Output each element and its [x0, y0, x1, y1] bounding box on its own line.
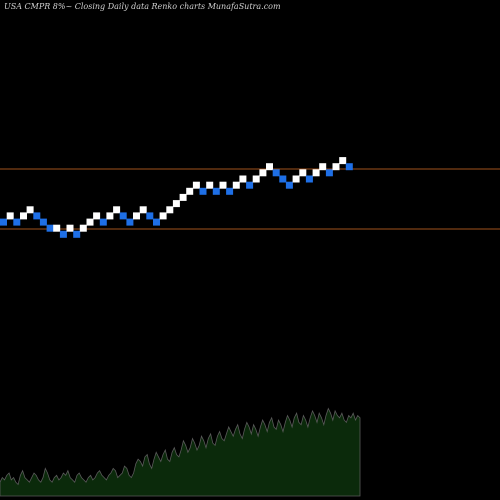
renko-brick: [172, 200, 180, 208]
renko-brick: [146, 212, 154, 220]
renko-brick: [73, 230, 81, 238]
renko-brick: [119, 212, 127, 220]
renko-brick: [285, 181, 293, 189]
renko-brick: [325, 169, 333, 177]
renko-brick: [252, 175, 260, 183]
renko-brick: [86, 218, 94, 226]
renko-brick: [186, 187, 194, 195]
renko-brick: [133, 212, 140, 220]
renko-brick: [159, 212, 167, 220]
renko-brick: [26, 206, 34, 214]
renko-brick: [292, 175, 300, 183]
renko-brick: [259, 169, 267, 177]
renko-brick: [192, 181, 200, 189]
volume-area: [0, 407, 361, 497]
renko-brick: [179, 193, 187, 201]
renko-brick: [332, 163, 340, 171]
renko-brick: [33, 212, 41, 220]
renko-brick: [299, 169, 307, 177]
renko-brick: [272, 169, 280, 177]
renko-brick: [305, 175, 313, 183]
renko-brick: [126, 218, 134, 226]
renko-brick: [279, 175, 287, 183]
renko-brick: [79, 224, 87, 232]
renko-brick: [246, 181, 254, 189]
renko-brick: [199, 187, 207, 195]
renko-brick: [212, 187, 220, 195]
renko-brick: [0, 218, 7, 226]
renko-brick: [232, 181, 240, 189]
renko-brick: [113, 206, 121, 214]
renko-brick: [226, 187, 234, 195]
renko-brick: [99, 218, 107, 226]
renko-brick: [20, 212, 27, 220]
renko-brick: [39, 218, 47, 226]
renko-brick: [66, 224, 74, 232]
renko-brick: [219, 181, 227, 189]
renko-brick: [6, 212, 14, 220]
renko-brick: [93, 212, 101, 220]
renko-brick: [46, 224, 54, 232]
renko-brick: [13, 218, 21, 226]
renko-brick: [53, 224, 61, 232]
renko-brick: [166, 206, 174, 214]
renko-brick: [139, 206, 147, 214]
renko-brick: [153, 218, 160, 226]
renko-brick: [206, 181, 214, 189]
renko-brick: [59, 230, 67, 238]
renko-brick: [312, 169, 320, 177]
renko-brick: [266, 163, 273, 171]
renko-brick: [106, 212, 114, 220]
chart-title: USA CMPR 8%~ Closing Daily data Renko ch…: [4, 2, 281, 11]
renko-brick: [319, 163, 327, 171]
renko-brick: [239, 175, 247, 183]
renko-brick: [339, 157, 347, 165]
renko-brick: [345, 163, 353, 171]
